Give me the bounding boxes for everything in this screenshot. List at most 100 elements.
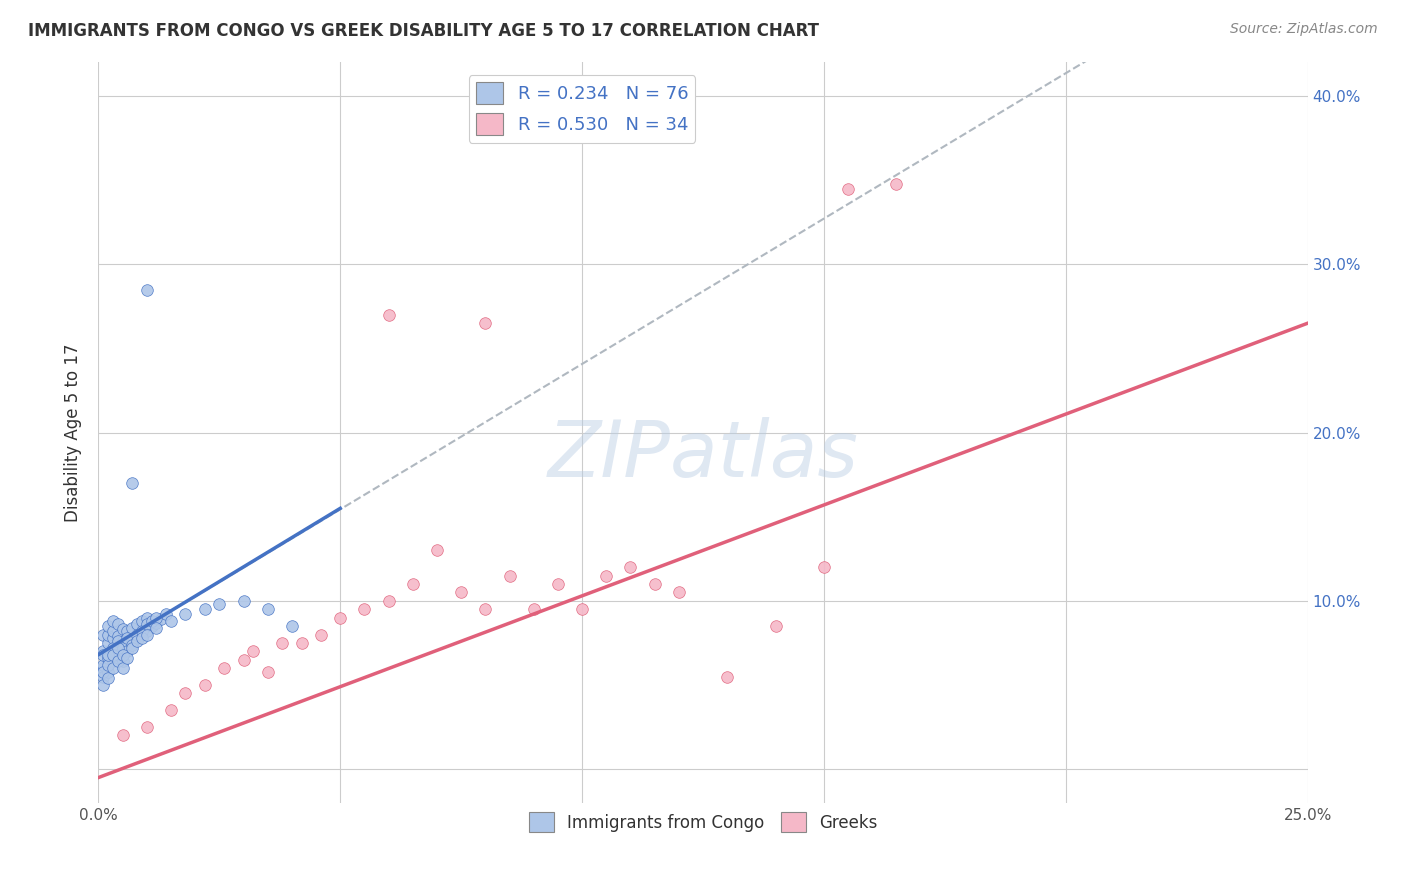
Point bbox=[174, 686, 197, 700]
Legend: Immigrants from Congo, Greeks: Immigrants from Congo, Greeks bbox=[522, 805, 884, 838]
Point bbox=[117, 624, 139, 639]
Point bbox=[101, 624, 124, 639]
Point bbox=[765, 619, 787, 633]
Point bbox=[91, 678, 114, 692]
Point bbox=[837, 181, 859, 195]
Point bbox=[474, 602, 496, 616]
Point bbox=[117, 644, 139, 658]
Point bbox=[97, 636, 120, 650]
Point bbox=[141, 619, 163, 633]
Point bbox=[353, 602, 375, 616]
Point bbox=[131, 614, 153, 628]
Point bbox=[194, 602, 217, 616]
Point bbox=[498, 568, 520, 582]
Point bbox=[101, 655, 124, 669]
Point bbox=[101, 661, 124, 675]
Point bbox=[97, 671, 120, 685]
Point bbox=[242, 644, 264, 658]
Point bbox=[97, 619, 120, 633]
Point bbox=[111, 655, 134, 669]
Point bbox=[97, 627, 120, 641]
Point bbox=[101, 644, 124, 658]
Y-axis label: Disability Age 5 to 17: Disability Age 5 to 17 bbox=[65, 343, 83, 522]
Point bbox=[256, 602, 278, 616]
Point bbox=[271, 636, 294, 650]
Point bbox=[111, 648, 134, 662]
Point bbox=[619, 560, 641, 574]
Point bbox=[131, 627, 153, 641]
Point bbox=[121, 621, 143, 635]
Point bbox=[474, 316, 496, 330]
Point bbox=[127, 627, 149, 641]
Point bbox=[309, 627, 332, 641]
Point bbox=[127, 631, 149, 645]
Point bbox=[290, 636, 312, 650]
Text: IMMIGRANTS FROM CONGO VS GREEK DISABILITY AGE 5 TO 17 CORRELATION CHART: IMMIGRANTS FROM CONGO VS GREEK DISABILIT… bbox=[28, 22, 820, 40]
Point bbox=[145, 615, 167, 630]
Point bbox=[135, 627, 157, 641]
Point bbox=[450, 585, 472, 599]
Point bbox=[111, 640, 134, 655]
Point bbox=[97, 651, 120, 665]
Point bbox=[256, 665, 278, 679]
Point bbox=[101, 631, 124, 645]
Point bbox=[117, 631, 139, 645]
Point bbox=[107, 634, 129, 648]
Point bbox=[107, 655, 129, 669]
Point bbox=[91, 665, 114, 679]
Point bbox=[101, 640, 124, 655]
Point bbox=[97, 653, 120, 667]
Point bbox=[135, 617, 157, 632]
Point bbox=[107, 640, 129, 655]
Point bbox=[160, 614, 183, 628]
Point bbox=[121, 638, 143, 652]
Point bbox=[135, 283, 157, 297]
Point bbox=[402, 577, 425, 591]
Point bbox=[145, 621, 167, 635]
Point bbox=[377, 308, 399, 322]
Point bbox=[117, 638, 139, 652]
Point bbox=[377, 594, 399, 608]
Point bbox=[107, 629, 129, 643]
Point bbox=[111, 661, 134, 675]
Point bbox=[131, 631, 153, 645]
Point bbox=[571, 602, 593, 616]
Point bbox=[111, 648, 134, 662]
Point bbox=[97, 665, 120, 679]
Point bbox=[97, 657, 120, 672]
Point bbox=[121, 640, 143, 655]
Point bbox=[107, 640, 129, 655]
Point bbox=[232, 594, 254, 608]
Point bbox=[101, 648, 124, 662]
Point bbox=[155, 607, 177, 622]
Point bbox=[145, 610, 167, 624]
Point bbox=[135, 610, 157, 624]
Text: ZIPatlas: ZIPatlas bbox=[547, 417, 859, 493]
Point bbox=[91, 648, 114, 662]
Point bbox=[426, 543, 449, 558]
Point bbox=[194, 678, 217, 692]
Point bbox=[127, 617, 149, 632]
Point bbox=[813, 560, 835, 574]
Point bbox=[595, 568, 617, 582]
Point bbox=[107, 617, 129, 632]
Point bbox=[174, 607, 197, 622]
Point bbox=[716, 670, 738, 684]
Point bbox=[135, 624, 157, 639]
Text: Source: ZipAtlas.com: Source: ZipAtlas.com bbox=[1230, 22, 1378, 37]
Point bbox=[208, 597, 231, 611]
Point bbox=[141, 614, 163, 628]
Point bbox=[329, 610, 352, 624]
Point bbox=[101, 614, 124, 628]
Point bbox=[232, 653, 254, 667]
Point bbox=[212, 661, 235, 675]
Point bbox=[135, 720, 157, 734]
Point bbox=[523, 602, 546, 616]
Point bbox=[547, 577, 569, 591]
Point bbox=[107, 648, 129, 662]
Point bbox=[127, 634, 149, 648]
Point bbox=[160, 703, 183, 717]
Point bbox=[111, 729, 134, 743]
Point bbox=[91, 644, 114, 658]
Point bbox=[121, 634, 143, 648]
